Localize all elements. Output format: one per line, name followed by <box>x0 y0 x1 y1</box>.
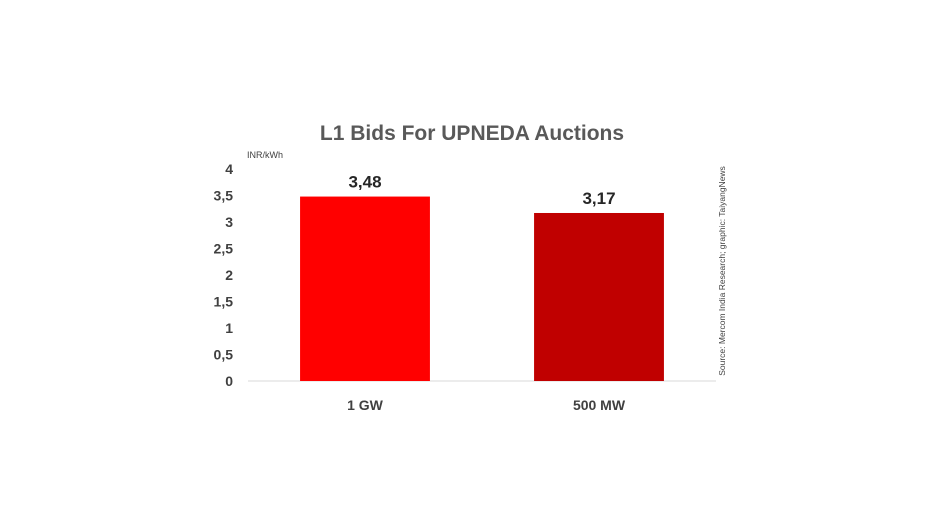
x-category-label: 1 GW <box>347 397 384 413</box>
y-tick-label: 1,5 <box>214 294 234 310</box>
chart-title: L1 Bids For UPNEDA Auctions <box>320 122 624 145</box>
bar-1-gw <box>300 196 430 381</box>
y-tick-label: 2,5 <box>214 241 234 257</box>
y-tick-label: 0,5 <box>214 347 234 363</box>
bar-value-label: 3,17 <box>582 189 615 208</box>
y-tick-label: 0 <box>225 373 233 389</box>
source-credit: Source: Mercom India Research; graphic: … <box>717 166 727 376</box>
bar-value-label: 3,48 <box>348 173 381 192</box>
y-tick-label: 4 <box>225 161 233 177</box>
y-axis-unit-label: INR/kWh <box>247 150 283 160</box>
y-axis-ticks: 0 0,5 1 1,5 2 2,5 3 3,5 4 <box>214 161 234 389</box>
y-tick-label: 2 <box>225 267 233 283</box>
y-tick-label: 1 <box>225 320 233 336</box>
bars-group: 3,48 3,17 <box>300 173 664 381</box>
x-category-label: 500 MW <box>573 397 626 413</box>
bar-500-mw <box>534 212 664 381</box>
y-tick-label: 3 <box>225 214 233 230</box>
x-axis-labels: 1 GW 500 MW <box>347 397 626 413</box>
y-tick-label: 3,5 <box>214 188 234 204</box>
